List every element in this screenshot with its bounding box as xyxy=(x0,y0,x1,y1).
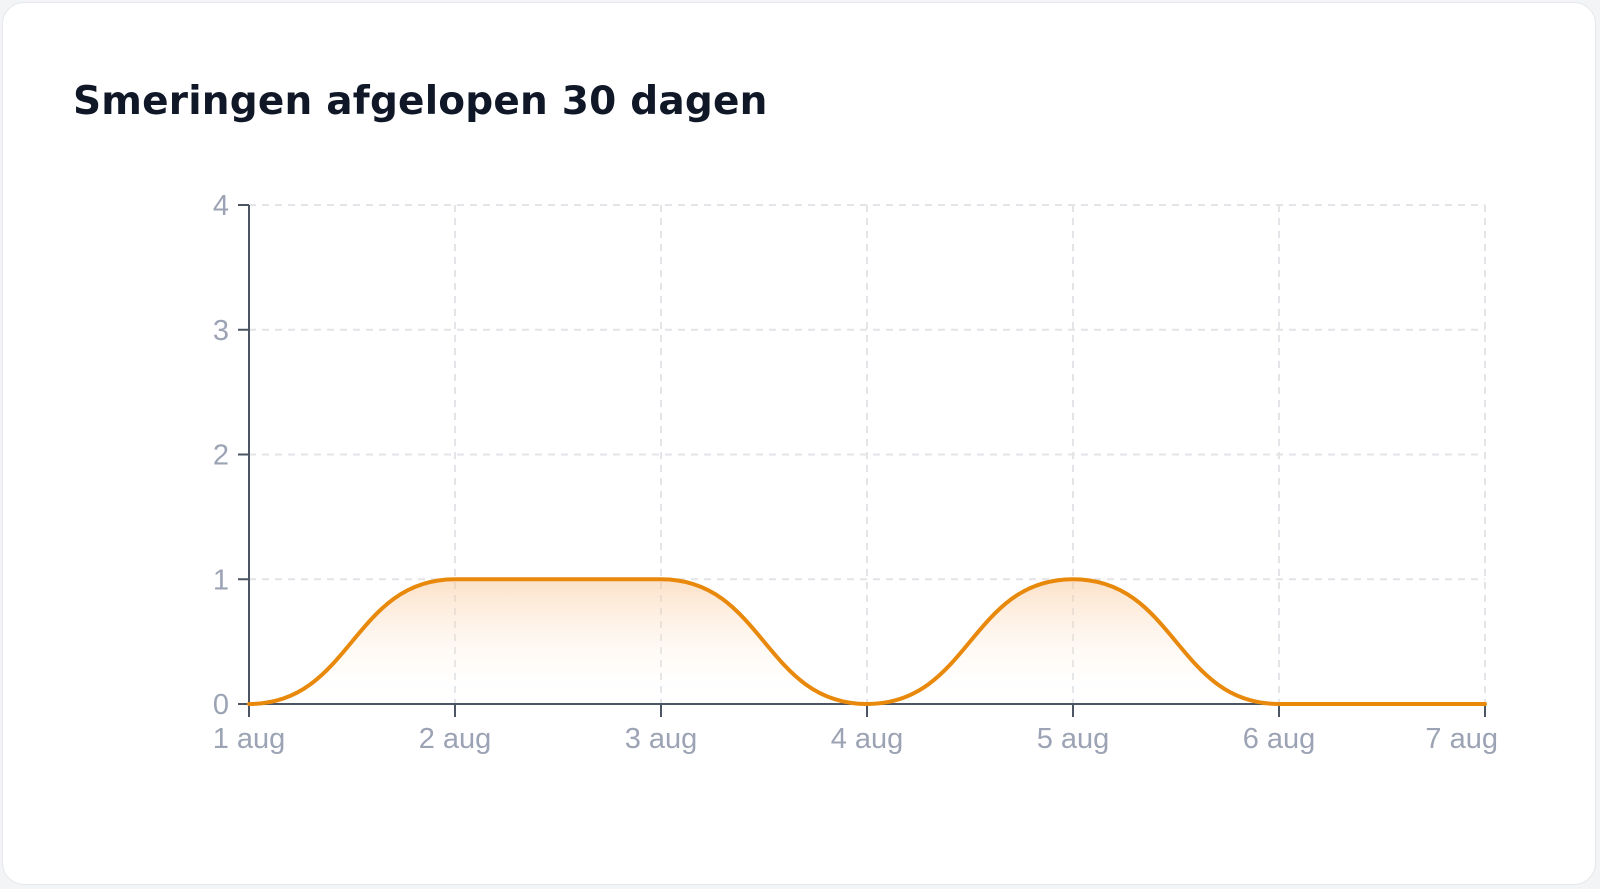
series-area xyxy=(249,579,1485,704)
y-tick-label: 1 xyxy=(213,564,229,596)
x-tick-label: 3 aug xyxy=(625,723,698,755)
series-line-path xyxy=(247,577,1487,707)
grid-lines xyxy=(249,204,1486,704)
x-tick-label: 5 aug xyxy=(1037,723,1110,755)
y-axis-ticks: 0 1 2 3 4 xyxy=(213,190,249,721)
y-tick-label: 2 xyxy=(213,440,229,472)
chart-title: Smeringen afgelopen 30 dagen xyxy=(73,79,768,124)
x-tick-label: 4 aug xyxy=(831,723,904,755)
series-area-fill xyxy=(249,579,1485,704)
y-tick-label: 4 xyxy=(213,190,229,222)
x-axis-ticks: 1 aug 2 aug 3 aug 4 aug 5 aug 6 aug 7 aug xyxy=(213,704,1498,755)
x-tick-label: 1 aug xyxy=(213,723,286,755)
y-tick-label: 3 xyxy=(213,315,229,347)
y-tick-label: 0 xyxy=(213,689,229,721)
series-line xyxy=(247,577,1487,707)
x-tick-label: 6 aug xyxy=(1243,723,1316,755)
x-tick-label: 7 aug xyxy=(1425,723,1498,755)
x-tick-label: 2 aug xyxy=(419,723,492,755)
